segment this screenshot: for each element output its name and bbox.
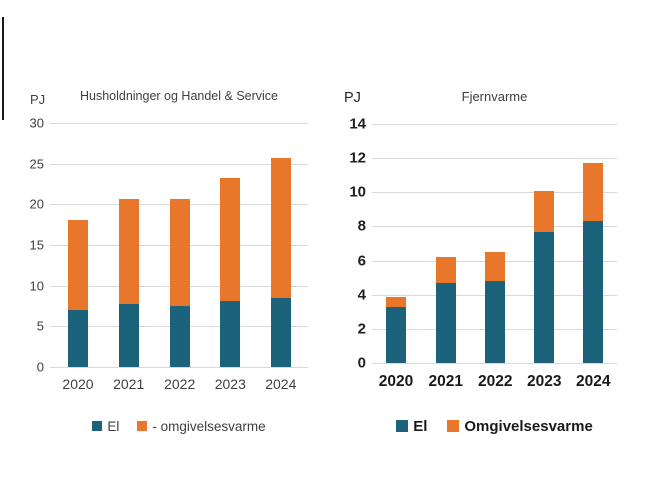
legend-swatch-omgivelsesvarme	[137, 421, 148, 431]
bar-segment-omgivelsesvarme	[220, 177, 241, 302]
gridline	[372, 192, 617, 194]
plot-area-households: 0 5 10 15 20 25 30 2020 2021 2022 2023 2024	[30, 117, 308, 391]
bar-segment-el	[169, 306, 190, 367]
bar-segment-el	[583, 221, 604, 363]
x-axis-tick-label: 2020	[378, 373, 414, 390]
bar-segment-omgivelsesvarme	[169, 198, 190, 306]
bar-segment-omgivelsesvarme	[534, 190, 555, 232]
x-axis-tick-label: 2022	[478, 373, 513, 390]
y-axis-tick-label: 10	[349, 183, 366, 201]
y-axis-tick-label: 4	[357, 286, 366, 304]
legend-label-omgivelsesvarme: - omgivelsesvarme	[152, 418, 266, 434]
legend-label-omgivelsesvarme: Omgivelsesvarme	[464, 417, 593, 435]
bar-segment-omgivelsesvarme	[485, 252, 506, 282]
legend-households: El - omgivelsesvarme	[50, 416, 308, 436]
legend-swatch-omgivelsesvarme	[447, 420, 460, 432]
legend-fjernvarme: El Omgivelsesvarme	[372, 416, 617, 436]
legend-item-el: El	[396, 418, 427, 435]
legend-swatch-el	[396, 420, 409, 432]
gridline	[372, 226, 617, 228]
x-axis-tick-label: 2024	[265, 376, 297, 392]
bar-segment-el	[220, 301, 241, 367]
legend-swatch-el	[92, 421, 103, 431]
bar-segment-omgivelsesvarme	[118, 198, 139, 304]
y-axis-tick-label: 25	[29, 156, 44, 172]
y-axis-unit-label: PJ	[30, 92, 46, 107]
legend-label-el: El	[413, 417, 428, 435]
gridline	[372, 158, 617, 160]
x-axis-tick-label: 2022	[164, 376, 196, 392]
y-axis-tick-label: 0	[357, 354, 366, 372]
y-axis-tick-label: 14	[349, 115, 366, 133]
gridline	[372, 363, 617, 364]
y-axis-tick-label: 0	[36, 359, 44, 375]
bar-segment-el	[435, 282, 456, 363]
y-axis-tick-label: 8	[357, 217, 366, 235]
x-axis-tick-label: 2023	[214, 376, 246, 392]
bar-segment-omgivelsesvarme	[583, 163, 604, 222]
x-axis-tick-label: 2023	[527, 373, 562, 390]
gridline	[50, 163, 308, 165]
chart-title-households: Husholdninger og Handel & Service	[79, 89, 279, 103]
bar-segment-omgivelsesvarme	[435, 257, 456, 283]
y-axis-tick-label: 12	[349, 149, 366, 167]
y-axis-tick-label: 6	[357, 252, 366, 270]
bar-segment-el	[118, 303, 139, 367]
plot-area-fjernvarme: 0 2 4 6 8 10 12 14 2020 2021 2022 2023 2024	[349, 117, 617, 389]
gridline	[50, 367, 308, 368]
bar-segment-el	[68, 310, 88, 367]
bar-segment-omgivelsesvarme	[386, 296, 406, 307]
gridline	[50, 123, 308, 124]
x-axis-tick-label: 2020	[62, 376, 94, 392]
x-axis-tick-label: 2021	[113, 376, 145, 392]
chart-title-fjernvarme: Fjernvarme	[461, 89, 528, 104]
x-axis-tick-label: 2021	[428, 373, 464, 390]
y-axis-tick-label: 20	[29, 196, 44, 212]
gridline	[372, 124, 617, 125]
bar-segment-el	[485, 281, 506, 363]
legend-item-omgivelsesvarme: - omgivelsesvarme	[137, 418, 266, 434]
y-axis-unit-label: PJ	[344, 90, 361, 106]
y-axis-tick-label: 10	[29, 278, 44, 294]
y-axis-tick-label: 30	[29, 115, 44, 131]
bar-segment-el	[534, 231, 555, 363]
legend-item-el: El	[92, 419, 119, 434]
y-axis-tick-label: 2	[357, 320, 366, 338]
bar-segment-omgivelsesvarme	[270, 158, 291, 298]
y-axis-tick-label: 5	[36, 318, 44, 334]
legend-item-omgivelsesvarme: Omgivelsesvarme	[447, 417, 593, 435]
bar-segment-el	[270, 297, 291, 367]
bar-segment-omgivelsesvarme	[68, 219, 88, 311]
legend-label-el: El	[107, 418, 120, 434]
y-axis-tick-label: 15	[29, 237, 44, 253]
bar-segment-el	[386, 306, 406, 363]
window-edge-line	[2, 17, 4, 120]
x-axis-tick-label: 2024	[576, 373, 611, 390]
